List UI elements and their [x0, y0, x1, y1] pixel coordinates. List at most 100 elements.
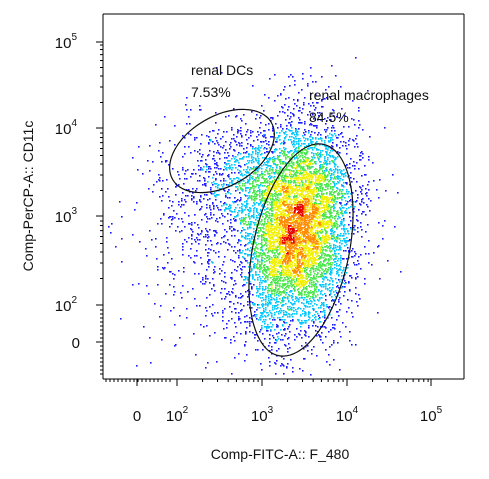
event-dot: [330, 215, 332, 217]
event-dot: [220, 243, 222, 245]
event-dot: [199, 149, 201, 151]
event-dot: [252, 215, 254, 217]
event-dot: [207, 362, 209, 364]
event-dot: [199, 199, 201, 201]
event-dot: [298, 299, 300, 301]
event-dot: [316, 171, 318, 173]
event-dot: [344, 286, 346, 288]
event-dot: [217, 185, 219, 187]
event-dot: [225, 242, 227, 244]
event-dot: [264, 185, 266, 187]
event-dot: [327, 207, 329, 209]
event-dot: [210, 140, 212, 142]
event-dot: [317, 152, 319, 154]
event-dot: [235, 116, 237, 118]
event-dot: [320, 161, 322, 163]
event-dot: [340, 209, 342, 211]
event-dot: [369, 210, 371, 212]
event-dot: [298, 186, 300, 188]
event-dot: [319, 243, 321, 245]
event-dot: [290, 116, 292, 118]
event-dot: [204, 180, 206, 182]
event-dot: [341, 272, 343, 274]
event-dot: [332, 324, 334, 326]
event-dot: [185, 195, 187, 197]
event-dot: [327, 186, 329, 188]
event-dot: [280, 294, 282, 296]
event-dot: [285, 287, 287, 289]
event-dot: [312, 291, 314, 293]
event-dot: [322, 215, 324, 217]
event-dot: [330, 169, 332, 171]
event-dot: [264, 193, 266, 195]
event-dot: [252, 234, 254, 236]
event-dot: [279, 152, 281, 154]
event-dot: [218, 144, 220, 146]
event-dot: [232, 180, 234, 182]
event-dot: [392, 174, 394, 176]
event-dot: [285, 314, 287, 316]
event-dot: [324, 145, 326, 147]
event-dot: [275, 249, 277, 251]
event-dot: [290, 157, 292, 159]
event-dot: [249, 317, 251, 319]
event-dot: [301, 143, 303, 145]
event-dot: [194, 262, 196, 264]
event-dot: [288, 300, 290, 302]
event-dot: [259, 286, 261, 288]
event-dot: [320, 168, 322, 170]
event-dot: [301, 297, 303, 299]
event-dot: [318, 290, 320, 292]
event-dot: [320, 239, 322, 241]
event-dot: [250, 135, 252, 137]
event-dot: [279, 283, 281, 285]
event-dot: [191, 234, 193, 236]
event-dot: [246, 156, 248, 158]
event-dot: [264, 269, 266, 271]
event-dot: [318, 269, 320, 271]
event-dot: [363, 211, 365, 213]
event-dot: [351, 277, 353, 279]
event-dot: [210, 192, 212, 194]
event-dot: [254, 172, 256, 174]
event-dot: [248, 221, 250, 223]
event-dot: [262, 195, 264, 197]
event-dot: [189, 123, 191, 125]
event-dot: [306, 299, 308, 301]
event-dot: [302, 185, 304, 187]
event-dot: [355, 278, 357, 280]
event-dot: [348, 191, 350, 193]
event-dot: [272, 274, 274, 276]
event-dot: [261, 246, 263, 248]
event-dot: [317, 326, 319, 328]
event-dot: [311, 131, 313, 133]
event-dot: [252, 176, 254, 178]
event-dot: [330, 274, 332, 276]
event-dot: [259, 276, 261, 278]
event-dot: [262, 185, 264, 187]
event-dot: [240, 223, 242, 225]
event-dot: [270, 330, 272, 332]
event-dot: [285, 169, 287, 171]
event-dot: [316, 189, 318, 191]
event-dot: [282, 297, 284, 299]
event-dot: [275, 280, 277, 282]
event-dot: [322, 167, 324, 169]
event-dot: [266, 181, 268, 183]
event-dot: [292, 285, 294, 287]
event-dot: [259, 253, 261, 255]
event-dot: [340, 178, 342, 180]
event-dot: [262, 305, 264, 307]
event-dot: [216, 152, 218, 154]
event-dot: [322, 170, 324, 172]
event-dot: [353, 233, 355, 235]
event-dot: [324, 176, 326, 178]
event-dot: [302, 150, 304, 152]
event-dot: [260, 315, 262, 317]
event-dot: [228, 189, 230, 191]
event-dot: [264, 253, 266, 255]
event-dot: [184, 226, 186, 228]
event-dot: [341, 210, 343, 212]
event-dot: [312, 81, 314, 83]
event-dot: [237, 160, 239, 162]
